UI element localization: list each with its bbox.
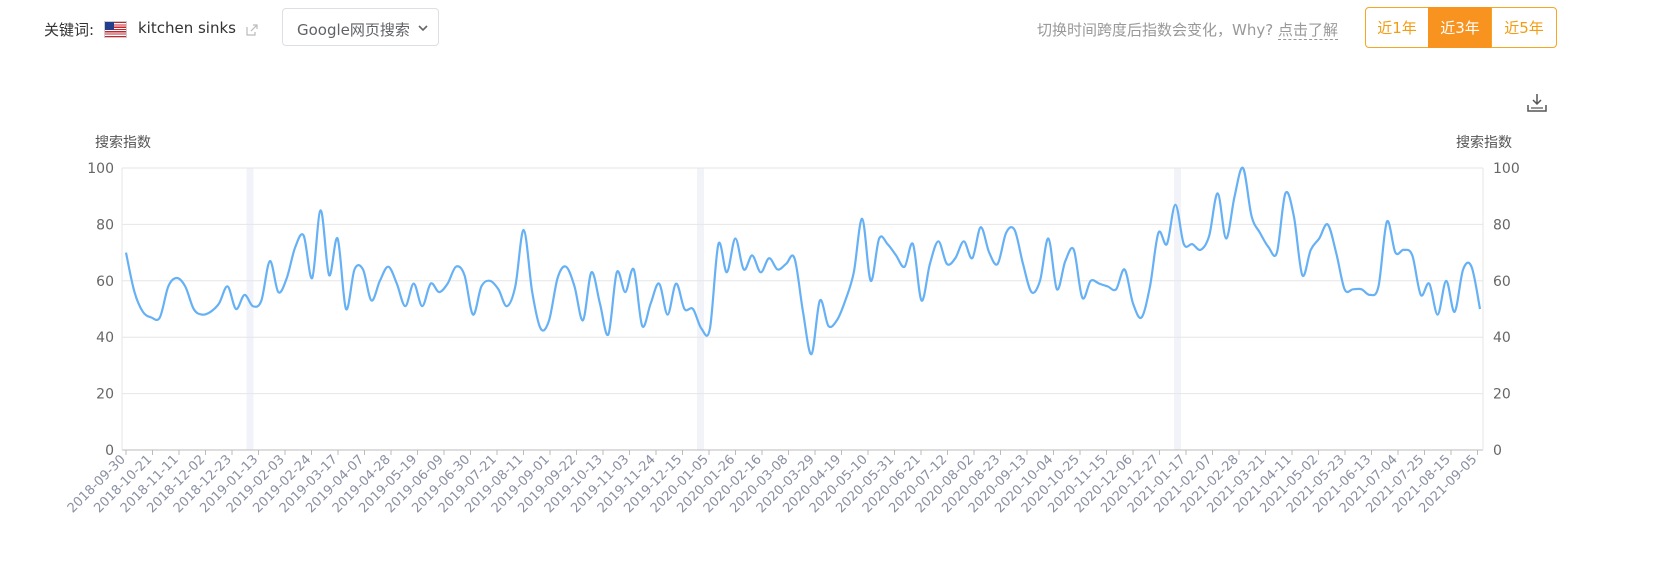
us-flag-icon [104, 21, 127, 38]
year-boundary-band [246, 168, 254, 450]
y-tick-label-right: 20 [1493, 387, 1511, 403]
y-axis-title-left: 搜索指数 [95, 134, 151, 151]
y-tick-label-right: 80 [1493, 217, 1511, 233]
y-tick-label-left: 40 [96, 330, 114, 346]
share-icon[interactable] [245, 23, 259, 37]
hint-link[interactable]: 点击了解 [1277, 21, 1338, 40]
source-select-value: Google网页搜索 [297, 21, 410, 39]
y-tick-label-left: 20 [96, 387, 114, 403]
y-tick-label-right: 0 [1493, 443, 1502, 459]
y-tick-label-right: 100 [1493, 161, 1520, 177]
range-1-year-button[interactable]: 近1年 [1365, 7, 1429, 48]
y-tick-label-left: 100 [87, 161, 114, 177]
keyword-label: 关键词: [44, 21, 95, 39]
year-boundary-band [1174, 168, 1181, 450]
y-tick-label-right: 40 [1493, 330, 1511, 346]
top-bar: 关键词: kitchen sinks Google网页搜索 切换时间跨度后指数会… [0, 0, 1668, 60]
y-tick-label-left: 0 [105, 443, 114, 459]
year-boundary-band [697, 168, 704, 450]
y-axis-title-right: 搜索指数 [1456, 134, 1512, 151]
series-line [124, 166, 1482, 356]
range-5-year-button[interactable]: 近5年 [1491, 7, 1557, 48]
range-toggle-group: 近1年 近3年 近5年 [1365, 7, 1557, 48]
hint-text: 切换时间跨度后指数会变化，Why? [1037, 21, 1274, 39]
y-tick-label-left: 80 [96, 217, 114, 233]
download-icon[interactable] [1526, 93, 1548, 113]
range-3-year-button[interactable]: 近3年 [1428, 7, 1492, 48]
time-span-hint: 切换时间跨度后指数会变化，Why? 点击了解 [1037, 19, 1338, 40]
chevron-down-icon [418, 25, 428, 32]
y-tick-label-left: 60 [96, 274, 114, 290]
y-tick-label-right: 60 [1493, 274, 1511, 290]
keyword-value: kitchen sinks [138, 19, 236, 37]
source-select[interactable]: Google网页搜索 [282, 8, 439, 46]
